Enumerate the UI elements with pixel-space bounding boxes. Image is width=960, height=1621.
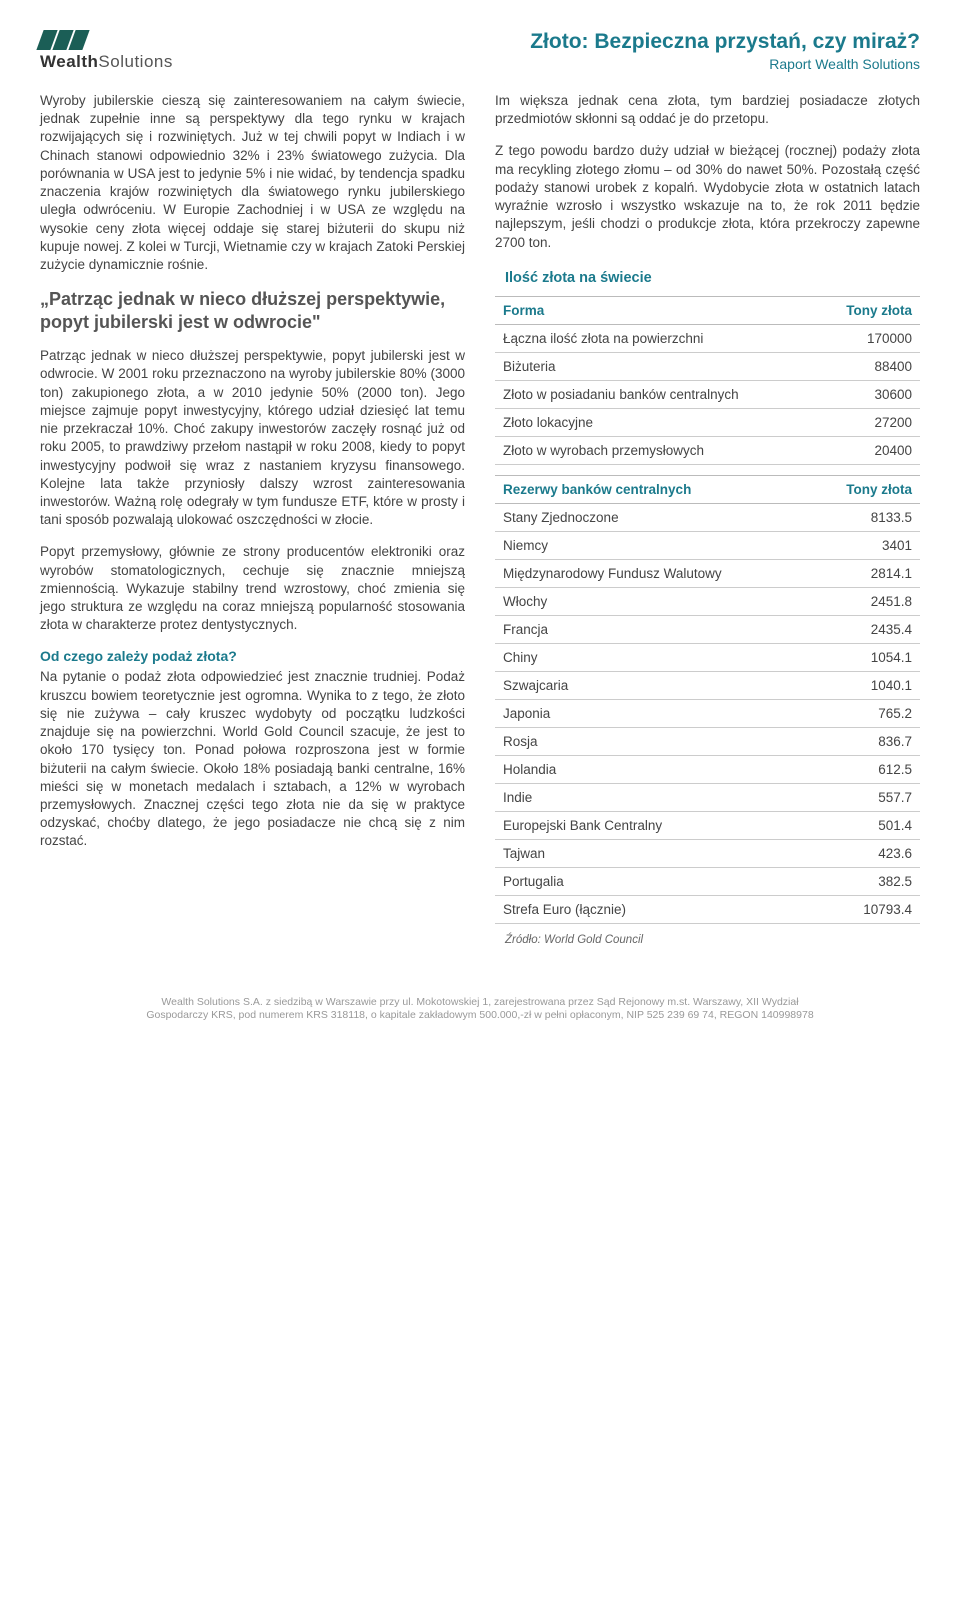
table-cell-value: 382.5 — [810, 867, 920, 895]
table-header: Rezerwy banków centralnych — [495, 475, 810, 503]
table-row: Złoto lokacyjne27200 — [495, 408, 920, 436]
table-cell-value: 836.7 — [810, 727, 920, 755]
table-header: Forma — [495, 296, 816, 324]
table-cell-value: 170000 — [816, 324, 920, 352]
table-title: Ilość złota na świecie — [505, 270, 920, 286]
paragraph: Wyroby jubilerskie cieszą się zaintereso… — [40, 92, 465, 274]
pull-quote: „Patrząc jednak w nieco dłuższej perspek… — [40, 288, 465, 333]
table-cell-label: Strefa Euro (łącznie) — [495, 895, 810, 923]
table-row: Tajwan423.6 — [495, 839, 920, 867]
table-header: Tony złota — [816, 296, 920, 324]
left-column: Wyroby jubilerskie cieszą się zaintereso… — [40, 92, 465, 946]
table-row: Niemcy3401 — [495, 531, 920, 559]
content-columns: Wyroby jubilerskie cieszą się zaintereso… — [40, 92, 920, 946]
page-footer: Wealth Solutions S.A. z siedzibą w Warsz… — [40, 996, 920, 1023]
table-cell-value: 2435.4 — [810, 615, 920, 643]
table-header: Tony złota — [810, 475, 920, 503]
section-heading: Od czego zależy podaż złota? — [40, 648, 465, 664]
table-row: Rosja836.7 — [495, 727, 920, 755]
table-row: Francja2435.4 — [495, 615, 920, 643]
table-cell-value: 423.6 — [810, 839, 920, 867]
table-cell-label: Indie — [495, 783, 810, 811]
logo-text: WealthSolutions — [40, 52, 173, 72]
paragraph: Im większa jednak cena złota, tym bardzi… — [495, 92, 920, 128]
table-cell-label: Chiny — [495, 643, 810, 671]
document-title: Złoto: Bezpieczna przystań, czy miraż? — [530, 30, 920, 54]
table-row: Chiny1054.1 — [495, 643, 920, 671]
table-row: Europejski Bank Centralny501.4 — [495, 811, 920, 839]
table-cell-label: Japonia — [495, 699, 810, 727]
document-subtitle: Raport Wealth Solutions — [530, 56, 920, 72]
table-cell-label: Tajwan — [495, 839, 810, 867]
logo-icon — [40, 30, 173, 50]
table-row: Portugalia382.5 — [495, 867, 920, 895]
table-cell-label: Holandia — [495, 755, 810, 783]
table-cell-label: Portugalia — [495, 867, 810, 895]
table-cell-value: 3401 — [810, 531, 920, 559]
table-cell-label: Europejski Bank Centralny — [495, 811, 810, 839]
table-cell-value: 1040.1 — [810, 671, 920, 699]
logo-brand-2: Solutions — [98, 52, 172, 71]
table-row: Biżuteria88400 — [495, 352, 920, 380]
table-cell-value: 1054.1 — [810, 643, 920, 671]
table-cell-value: 765.2 — [810, 699, 920, 727]
table-cell-value: 20400 — [816, 436, 920, 464]
table-cell-value: 8133.5 — [810, 503, 920, 531]
table-cell-value: 557.7 — [810, 783, 920, 811]
table-cell-value: 30600 — [816, 380, 920, 408]
table-cell-label: Międzynarodowy Fundusz Walutowy — [495, 559, 810, 587]
table-cell-value: 27200 — [816, 408, 920, 436]
header-right: Złoto: Bezpieczna przystań, czy miraż? R… — [530, 30, 920, 72]
footer-line: Wealth Solutions S.A. z siedzibą w Warsz… — [40, 996, 920, 1010]
central-bank-reserves-table: Rezerwy banków centralnych Tony złota St… — [495, 475, 920, 924]
page-header: WealthSolutions Złoto: Bezpieczna przyst… — [40, 30, 920, 72]
table-cell-label: Stany Zjednoczone — [495, 503, 810, 531]
table-row: Stany Zjednoczone8133.5 — [495, 503, 920, 531]
table-cell-label: Biżuteria — [495, 352, 816, 380]
table-row: Złoto w wyrobach przemysłowych20400 — [495, 436, 920, 464]
paragraph: Z tego powodu bardzo duży udział w bieżą… — [495, 142, 920, 251]
table-cell-label: Szwajcaria — [495, 671, 810, 699]
table-row: Złoto w posiadaniu banków centralnych306… — [495, 380, 920, 408]
table-row: Łączna ilość złota na powierzchni170000 — [495, 324, 920, 352]
logo-brand-1: Wealth — [40, 52, 98, 71]
right-column: Im większa jednak cena złota, tym bardzi… — [495, 92, 920, 946]
table-cell-value: 2814.1 — [810, 559, 920, 587]
paragraph: Popyt przemysłowy, głównie ze strony pro… — [40, 543, 465, 634]
logo: WealthSolutions — [40, 30, 173, 72]
table-cell-label: Niemcy — [495, 531, 810, 559]
table-row: Japonia765.2 — [495, 699, 920, 727]
table-source: Źródło: World Gold Council — [505, 934, 920, 946]
table-cell-label: Włochy — [495, 587, 810, 615]
table-row: Strefa Euro (łącznie)10793.4 — [495, 895, 920, 923]
table-cell-label: Złoto w posiadaniu banków centralnych — [495, 380, 816, 408]
table-cell-label: Łączna ilość złota na powierzchni — [495, 324, 816, 352]
table-row: Szwajcaria1040.1 — [495, 671, 920, 699]
paragraph: Patrząc jednak w nieco dłuższej perspekt… — [40, 347, 465, 529]
table-row: Indie557.7 — [495, 783, 920, 811]
table-cell-value: 88400 — [816, 352, 920, 380]
table-row: Międzynarodowy Fundusz Walutowy2814.1 — [495, 559, 920, 587]
table-cell-label: Złoto lokacyjne — [495, 408, 816, 436]
table-row: Holandia612.5 — [495, 755, 920, 783]
table-cell-value: 2451.8 — [810, 587, 920, 615]
paragraph: Na pytanie o podaż złota odpowiedzieć je… — [40, 668, 465, 850]
gold-amount-table: Forma Tony złota Łączna ilość złota na p… — [495, 296, 920, 465]
footer-line: Gospodarczy KRS, pod numerem KRS 318118,… — [40, 1009, 920, 1023]
table-cell-value: 612.5 — [810, 755, 920, 783]
table-cell-value: 501.4 — [810, 811, 920, 839]
table-cell-label: Złoto w wyrobach przemysłowych — [495, 436, 816, 464]
table-cell-label: Rosja — [495, 727, 810, 755]
table-cell-label: Francja — [495, 615, 810, 643]
table-cell-value: 10793.4 — [810, 895, 920, 923]
table-row: Włochy2451.8 — [495, 587, 920, 615]
